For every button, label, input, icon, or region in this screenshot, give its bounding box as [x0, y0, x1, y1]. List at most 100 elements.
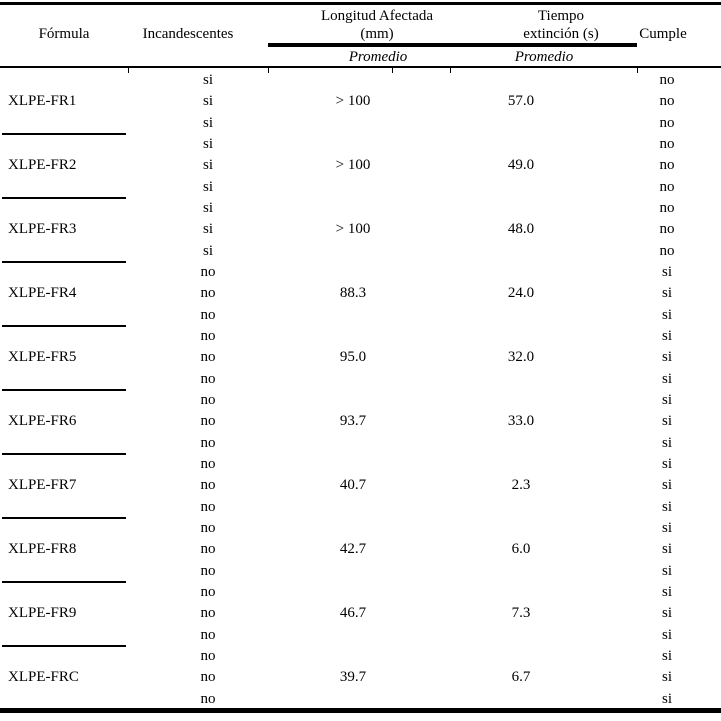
header-tiempo-extincion: Tiempo extinción (s) — [471, 7, 651, 43]
formula-cell: XLPE-FR4 — [8, 285, 77, 302]
table-row: no si — [0, 262, 721, 283]
cumple-cell: no — [659, 136, 675, 153]
group-separator — [2, 389, 126, 391]
table-row: si no — [0, 70, 721, 91]
table-row: no si — [0, 518, 721, 539]
incandescentes-cell: no — [200, 584, 216, 601]
column-boundary-tick — [637, 66, 639, 73]
cumple-cell: si — [661, 477, 672, 494]
cumple-cell: no — [659, 242, 675, 259]
incandescentes-cell: no — [200, 456, 216, 473]
longitud-cell: 46.7 — [339, 605, 367, 622]
tiempo-cell: 33.0 — [507, 413, 535, 430]
cumple-cell: si — [661, 669, 672, 686]
table-top-rule — [0, 2, 721, 5]
table-row: XLPE-FR3 si > 100 48.0 no — [0, 219, 721, 240]
incandescentes-cell: no — [200, 520, 216, 537]
table-group-xlpe-fr4: no si XLPE-FR4 no 88.3 24.0 si no si — [0, 262, 721, 327]
cumple-cell: si — [661, 690, 672, 707]
table-row: XLPE-FR2 si > 100 49.0 no — [0, 155, 721, 176]
longitud-cell: 39.7 — [339, 669, 367, 686]
table-row: XLPE-FR5 no 95.0 32.0 si — [0, 347, 721, 368]
group-separator — [2, 453, 126, 455]
longitud-cell: > 100 — [335, 221, 371, 238]
cumple-cell: si — [661, 456, 672, 473]
cumple-cell: no — [659, 93, 675, 110]
table-row: no si — [0, 433, 721, 454]
incandescentes-cell: no — [200, 605, 216, 622]
table-row: si no — [0, 134, 721, 155]
tiempo-cell: 49.0 — [507, 157, 535, 174]
cumple-cell: no — [659, 72, 675, 89]
formula-cell: XLPE-FRC — [8, 669, 79, 686]
table-row: no si — [0, 326, 721, 347]
header-bottom-rule — [0, 66, 721, 68]
cumple-cell: no — [659, 114, 675, 131]
measurement-span-rule — [268, 43, 637, 47]
table-row: si no — [0, 198, 721, 219]
longitud-cell: 95.0 — [339, 349, 367, 366]
cumple-cell: si — [661, 434, 672, 451]
tiempo-cell: 48.0 — [507, 221, 535, 238]
table-row: no si — [0, 454, 721, 475]
header-formula: Fórmula — [38, 26, 90, 42]
longitud-cell: 42.7 — [339, 541, 367, 558]
header-tiempo-line1: Tiempo — [537, 8, 585, 24]
table-group-xlpe-fr6: no si XLPE-FR6 no 93.7 33.0 si no si — [0, 390, 721, 455]
header-tiempo-line2: extinción (s) — [523, 26, 599, 42]
incandescentes-cell: si — [202, 93, 213, 110]
longitud-cell: 93.7 — [339, 413, 367, 430]
cumple-cell: si — [661, 370, 672, 387]
table-group-xlpe-fr7: no si XLPE-FR7 no 40.7 2.3 si no si — [0, 454, 721, 519]
cumple-cell: si — [661, 413, 672, 430]
table-row: no si — [0, 369, 721, 390]
incandescentes-cell: si — [202, 200, 213, 217]
cumple-cell: no — [659, 157, 675, 174]
tiempo-cell: 6.7 — [511, 669, 531, 686]
incandescentes-cell: no — [200, 264, 216, 281]
tiempo-cell: 57.0 — [507, 93, 535, 110]
formula-cell: XLPE-FR5 — [8, 349, 77, 366]
subheader-promedio-longitud: Promedio — [348, 49, 408, 65]
table-row: XLPE-FR1 si > 100 57.0 no — [0, 91, 721, 112]
incandescentes-cell: no — [200, 285, 216, 302]
cumple-cell: si — [661, 584, 672, 601]
cumple-cell: si — [661, 392, 672, 409]
cumple-cell: no — [659, 200, 675, 217]
incandescentes-cell: si — [202, 72, 213, 89]
incandescentes-cell: si — [202, 114, 213, 131]
table-group-xlpe-fr1: si no XLPE-FR1 si > 100 57.0 no si no — [0, 70, 721, 135]
incandescentes-cell: no — [200, 370, 216, 387]
group-separator — [2, 197, 126, 199]
formula-cell: XLPE-FR6 — [8, 413, 77, 430]
group-separator — [2, 325, 126, 327]
incandescentes-cell: si — [202, 242, 213, 259]
cumple-cell: si — [661, 306, 672, 323]
incandescentes-cell: no — [200, 392, 216, 409]
longitud-cell: > 100 — [335, 157, 371, 174]
column-boundary-tick — [450, 66, 452, 73]
formula-cell: XLPE-FR2 — [8, 157, 77, 174]
table-row: XLPE-FR7 no 40.7 2.3 si — [0, 475, 721, 496]
column-boundary-tick — [268, 66, 270, 73]
cumple-cell: si — [661, 541, 672, 558]
table-group-xlpe-fr5: no si XLPE-FR5 no 95.0 32.0 si no si — [0, 326, 721, 391]
incandescentes-cell: no — [200, 477, 216, 494]
incandescentes-cell: no — [200, 413, 216, 430]
header-incandescentes: Incandescentes — [142, 26, 234, 42]
tiempo-cell: 6.0 — [511, 541, 531, 558]
incandescentes-cell: no — [200, 328, 216, 345]
longitud-cell: 40.7 — [339, 477, 367, 494]
cumple-cell: si — [661, 349, 672, 366]
table-row: XLPE-FR8 no 42.7 6.0 si — [0, 539, 721, 560]
table-row: XLPE-FR9 no 46.7 7.3 si — [0, 603, 721, 624]
table-bottom-rule — [0, 708, 721, 713]
table-row: si no — [0, 113, 721, 134]
incandescentes-cell: no — [200, 690, 216, 707]
incandescentes-cell: no — [200, 541, 216, 558]
header-longitud-line1: Longitud Afectada — [320, 8, 434, 24]
incandescentes-cell: si — [202, 221, 213, 238]
group-separator — [2, 645, 126, 647]
header-longitud-line2: (mm) — [360, 26, 394, 42]
incandescentes-cell: no — [200, 349, 216, 366]
